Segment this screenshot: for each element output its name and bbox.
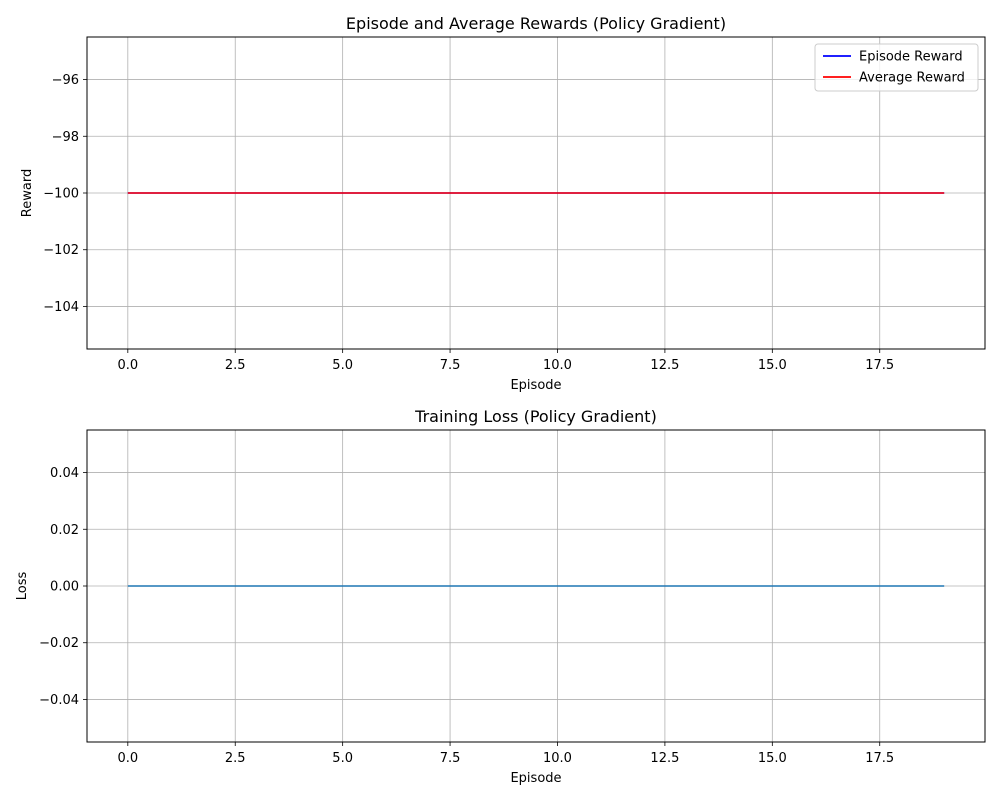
legend-box (814, 43, 979, 92)
loss-chart-ytick-label: 0.00 (50, 580, 79, 595)
legend-label-average-reward: Average Reward (859, 71, 965, 86)
loss-chart-ytick-label: −0.02 (39, 636, 79, 651)
reward-chart-xtick-label: 15.0 (758, 358, 787, 373)
loss-chart-xtick-label: 17.5 (865, 751, 894, 766)
reward-chart: Episode and Average Rewards (Policy Grad… (20, 14, 986, 393)
loss-chart-xtick-label: 2.5 (225, 751, 246, 766)
reward-chart-xtick-label: 12.5 (650, 358, 679, 373)
loss-chart-xtick-label: 5.0 (332, 751, 353, 766)
reward-chart-ytick-label: −98 (52, 130, 79, 145)
reward-chart-xtick-label: 5.0 (332, 358, 353, 373)
reward-chart-xtick-label: 2.5 (225, 358, 246, 373)
loss-chart-ticks: 0.0 2.5 5.0 7.5 10.0 12.5 15.0 17.5 −0.04 −0.02 0.… (39, 466, 894, 766)
loss-chart-ytick-label: 0.02 (50, 523, 79, 538)
reward-chart-ytick-label: −102 (43, 243, 79, 258)
reward-chart-title: Episode and Average Rewards (Policy Grad… (346, 14, 726, 33)
reward-chart-xtick-label: 17.5 (865, 358, 894, 373)
loss-chart-ytick-label: 0.04 (50, 466, 79, 481)
reward-chart-xtick-label: 7.5 (440, 358, 461, 373)
loss-chart-xtick-label: 10.0 (543, 751, 572, 766)
legend-label-episode-reward: Episode Reward (859, 50, 963, 65)
reward-chart-xtick-label: 0.0 (117, 358, 138, 373)
loss-chart-xtick-label: 7.5 (440, 751, 461, 766)
reward-chart-legend: Episode Reward Average Reward (814, 43, 979, 92)
reward-chart-ytick-label: −104 (43, 300, 79, 315)
loss-chart-ytick-label: −0.04 (39, 693, 79, 708)
reward-chart-xtick-label: 10.0 (543, 358, 572, 373)
reward-chart-ylabel: Reward (20, 169, 35, 217)
loss-chart-title: Training Loss (Policy Gradient) (414, 407, 657, 426)
reward-chart-ytick-label: −96 (52, 73, 79, 88)
reward-chart-ticks: 0.0 2.5 5.0 7.5 10.0 12.5 15.0 17.5 −104 −102 −100… (43, 73, 894, 373)
loss-chart: Training Loss (Policy Gradient) 0.0 2.5 5.… (15, 407, 986, 786)
reward-chart-xlabel: Episode (510, 378, 561, 393)
loss-chart-xtick-label: 12.5 (650, 751, 679, 766)
loss-chart-xtick-label: 15.0 (758, 751, 787, 766)
loss-chart-ylabel: Loss (15, 572, 30, 601)
reward-chart-ytick-label: −100 (43, 187, 79, 202)
loss-chart-xlabel: Episode (510, 771, 561, 786)
loss-chart-xtick-label: 0.0 (117, 751, 138, 766)
